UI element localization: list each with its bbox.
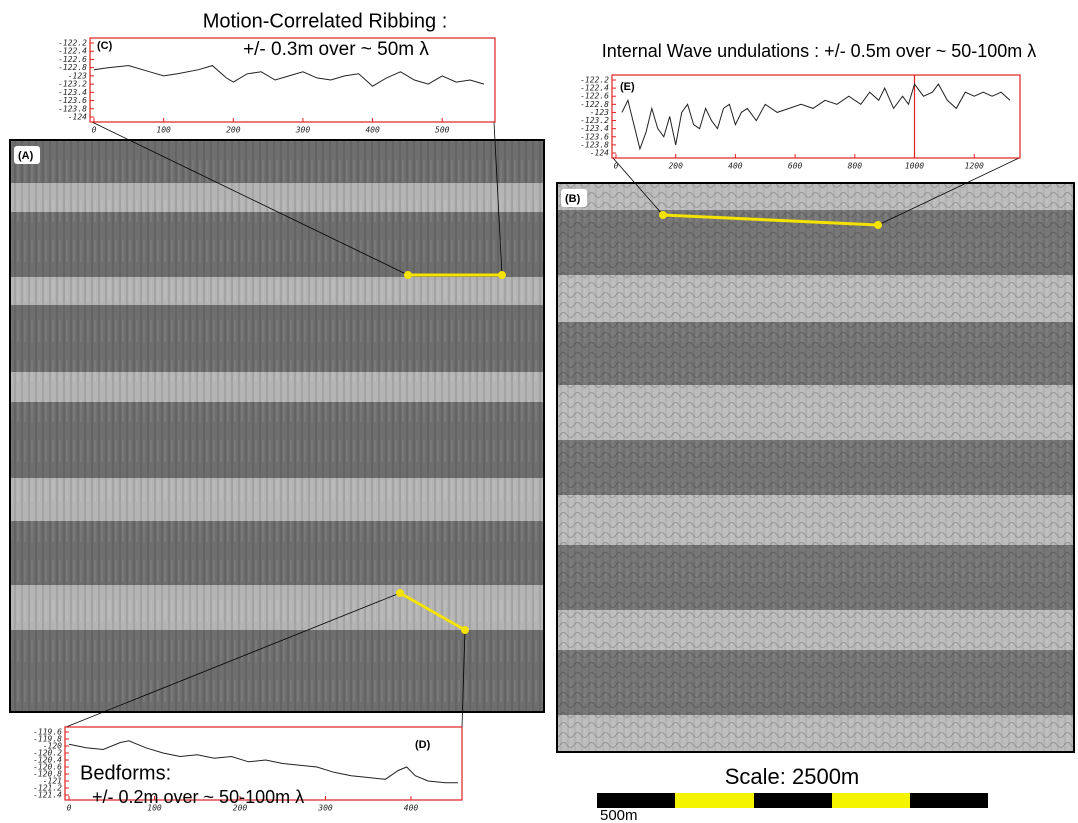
x-tick-label: 0 [614, 162, 619, 171]
x-tick-label: 400 [728, 162, 743, 171]
x-tick-label: 0 [67, 804, 72, 813]
profile-inset: -119.6-119.8-120-120.2-120.4-120.6-120.8… [33, 726, 463, 813]
scale-title: Scale: 2500m [725, 764, 860, 789]
inset-frame [89, 37, 496, 123]
scale-label: 500m [600, 807, 638, 823]
y-tick-label: -120.2 [33, 749, 62, 758]
x-tick-label: 400 [365, 126, 380, 135]
y-tick-label: -123 [590, 108, 609, 117]
y-tick-label: -122.4 [58, 47, 87, 56]
y-tick-label: -119.8 [33, 735, 62, 744]
inset-frame [64, 726, 463, 801]
x-tick-label: 500 [435, 126, 450, 135]
x-tick-label: 300 [295, 126, 311, 135]
y-tick-label: -121.4 [33, 791, 62, 800]
y-tick-label: -124 [590, 149, 609, 158]
y-tick-label: -120.4 [33, 756, 62, 765]
y-tick-label: -123.4 [580, 124, 609, 133]
y-tick-label: -122.8 [58, 63, 87, 72]
inset-label: (E) [620, 81, 635, 93]
y-tick-label: -122.8 [580, 100, 609, 109]
profile-title: Bedforms: [80, 762, 171, 784]
y-tick-label: -122.2 [58, 39, 87, 48]
y-tick-label: -122.6 [58, 55, 87, 64]
panel-a [9, 139, 545, 713]
y-tick-label: -123.8 [580, 140, 609, 149]
x-tick-label: 1000 [905, 162, 924, 171]
y-tick-label: -122.2 [580, 76, 609, 85]
x-tick-label: 200 [668, 162, 683, 171]
y-tick-label: -123.6 [58, 96, 87, 105]
inset-label: (C) [97, 40, 113, 52]
y-tick-label: -123.2 [58, 80, 87, 89]
x-tick-label: 200 [233, 804, 248, 813]
profile-inset: -122.2-122.4-122.6-122.8-123-123.2-123.4… [58, 10, 496, 135]
panel-labels: (A) (B) [14, 146, 587, 207]
panel-b [556, 182, 1075, 753]
panel-label: (B) [565, 193, 581, 205]
x-tick-label: 600 [788, 162, 803, 171]
y-tick-label: -120.6 [33, 763, 62, 772]
y-tick-label: -121 [43, 777, 62, 786]
y-tick-label: -120 [43, 742, 62, 751]
x-tick-label: 0 [92, 126, 97, 135]
scale-bar: Scale: 2500m 500m [597, 764, 988, 823]
profile-line [621, 83, 1011, 151]
x-tick-label: 100 [156, 126, 171, 135]
panel-label: (A) [18, 150, 34, 162]
profile-inset: -122.2-122.4-122.6-122.8-123-123.2-123.4… [580, 41, 1036, 171]
x-tick-label: 100 [147, 804, 162, 813]
profile-title: Motion-Correlated Ribbing : [203, 10, 448, 32]
x-tick-label: 1200 [965, 162, 984, 171]
x-tick-label: 300 [317, 804, 333, 813]
y-tick-label: -121.2 [33, 784, 62, 793]
connectors [65, 121, 1020, 728]
profile-subtitle: +/- 0.2m over ~ 50-100m λ [92, 787, 304, 807]
y-tick-label: -122.4 [580, 84, 609, 93]
x-tick-label: 200 [226, 126, 241, 135]
profile-title: Internal Wave undulations : +/- 0.5m ove… [602, 41, 1037, 61]
x-tick-label: 800 [848, 162, 863, 171]
inset-label: (D) [415, 739, 431, 751]
y-tick-label: -124 [68, 113, 87, 122]
inset-frame [611, 74, 1021, 159]
profile-line [93, 65, 485, 87]
y-tick-label: -123.4 [58, 88, 87, 97]
y-tick-label: -122.6 [580, 92, 609, 101]
profile-line [68, 740, 458, 784]
transects [396, 211, 882, 634]
y-tick-label: -123.6 [580, 132, 609, 141]
y-tick-label: -120.8 [33, 770, 62, 779]
y-tick-label: -123.2 [580, 116, 609, 125]
y-tick-label: -123 [68, 71, 87, 80]
y-tick-label: -123.8 [58, 104, 87, 113]
y-tick-label: -119.6 [33, 728, 62, 737]
x-tick-label: 400 [404, 804, 419, 813]
profile-subtitle: +/- 0.3m over ~ 50m λ [243, 39, 429, 60]
